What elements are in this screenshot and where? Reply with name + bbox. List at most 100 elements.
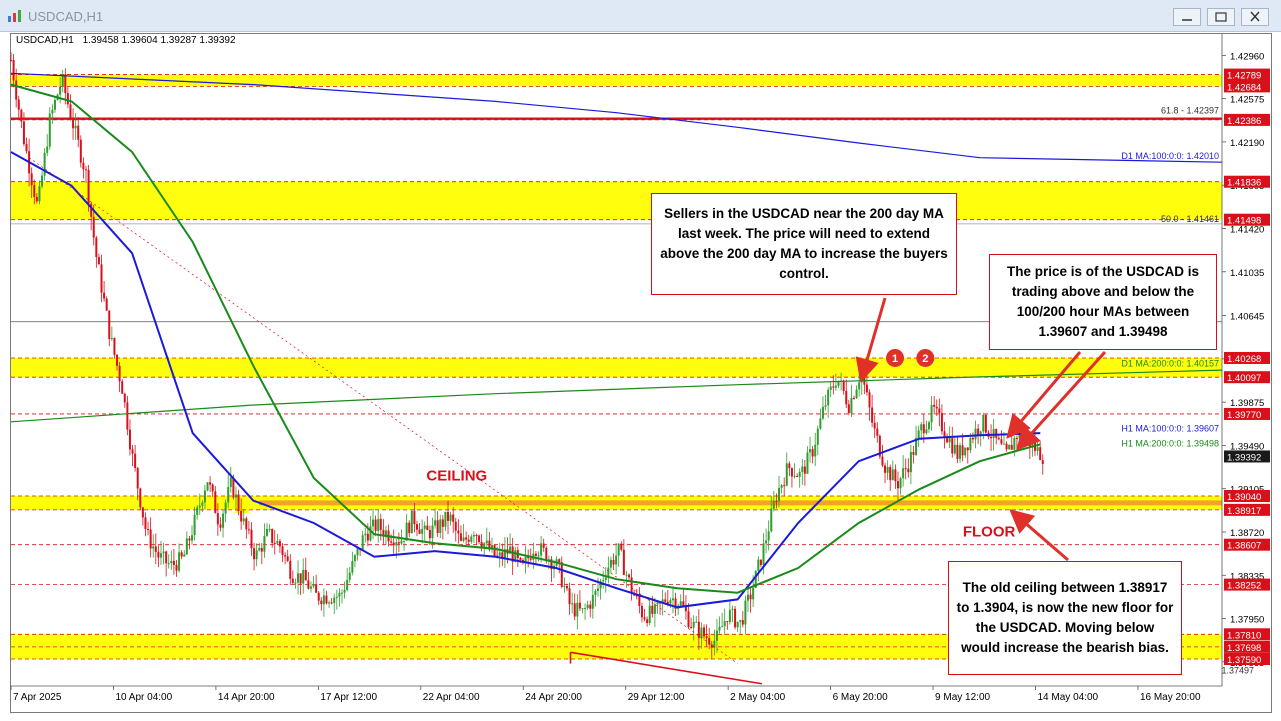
candle-body (167, 563, 170, 565)
candle-body (90, 203, 93, 217)
candle-body (15, 80, 18, 100)
candle-body (604, 577, 607, 581)
candle-body (87, 169, 90, 204)
chart-open: 1.39458 (82, 35, 119, 46)
h1-ma200-label: H1 MA:200:0:0: 1.39498 (1121, 439, 1219, 449)
candle-body (940, 413, 943, 432)
candle-body (61, 74, 64, 87)
candle-body (268, 528, 271, 530)
candle-body (82, 162, 85, 170)
candle-body (640, 605, 643, 618)
candle-body (400, 540, 403, 544)
candle-body (783, 485, 786, 487)
candle-body (806, 452, 809, 474)
candle-body (710, 644, 713, 648)
candle-body (242, 518, 245, 522)
price-tag-label: 1.39392 (1227, 452, 1261, 463)
fib-50-label: 50.0 - 1.41461 (1161, 214, 1219, 224)
callout-bottom: The old ceiling between 1.38917 to 1.390… (948, 561, 1182, 675)
candle-body (214, 491, 217, 514)
candle-body (304, 569, 307, 581)
candle-body (12, 60, 15, 81)
candle-body (364, 533, 367, 536)
candle-body (441, 519, 444, 527)
candle-body (428, 530, 431, 539)
candle-body (413, 510, 416, 525)
candle-body (793, 475, 796, 477)
candle-body (827, 389, 830, 406)
candle-body (690, 626, 693, 628)
price-axis-label: 1.42960 (1230, 51, 1264, 62)
candle-body (620, 543, 623, 550)
candle-body (803, 466, 806, 474)
candle-body (201, 502, 204, 506)
candle-body (971, 438, 974, 440)
candle-body (635, 595, 638, 597)
candle-body (708, 638, 711, 645)
candle-body (299, 573, 302, 584)
candle-body (346, 579, 349, 590)
candle-body (565, 586, 568, 589)
candle-body (485, 540, 488, 544)
candle-body (625, 574, 628, 576)
candle-body (615, 555, 618, 565)
time-axis-label: 24 Apr 20:00 (525, 692, 582, 703)
candle-body (64, 74, 67, 94)
close-button[interactable] (1241, 8, 1269, 26)
candle-body (211, 484, 214, 492)
price-axis-label: 1.42190 (1230, 138, 1264, 149)
candle-body (503, 549, 506, 559)
candle-body (612, 560, 615, 565)
candle-body (721, 626, 724, 628)
price-tag-label: 1.42386 (1227, 116, 1261, 127)
candle-body (669, 600, 672, 604)
candle-body (589, 604, 592, 609)
candle-body (956, 444, 959, 459)
candle-body (765, 540, 768, 544)
candle-body (529, 558, 532, 560)
candle-body (545, 547, 548, 562)
candle-body (377, 519, 380, 531)
candle-body (38, 186, 41, 202)
candle-body (410, 510, 413, 534)
candle-body (656, 602, 659, 605)
maximize-button[interactable] (1207, 8, 1235, 26)
chart-high: 1.39604 (121, 35, 158, 46)
candle-body (829, 386, 832, 390)
candle-body (175, 565, 178, 571)
channel-bottom-line (570, 651, 762, 685)
peak-marker-2-circle (916, 348, 935, 367)
candle-body (741, 620, 744, 625)
candle-body (188, 538, 191, 541)
candle-body (271, 528, 274, 543)
candle-body (558, 559, 561, 563)
candle-body (873, 422, 876, 429)
candle-body (927, 422, 930, 430)
candle-body (436, 520, 439, 533)
candle-body (509, 546, 512, 554)
candle-body (984, 414, 987, 433)
candle-body (891, 469, 894, 481)
chart-low: 1.39287 (160, 35, 197, 46)
candle-body (353, 555, 356, 562)
candle-body (431, 525, 434, 539)
candle-body (59, 86, 62, 95)
candle-body (878, 435, 881, 457)
candle-body (904, 468, 907, 470)
candle-body (74, 125, 77, 129)
candle-body (390, 541, 393, 543)
candle-body (842, 380, 845, 391)
candle-body (1005, 443, 1008, 450)
candle-body (731, 608, 734, 610)
candle-body (666, 601, 669, 604)
candle-body (113, 338, 116, 355)
candle-body (715, 630, 718, 641)
candle-body (785, 463, 788, 486)
candle-body (216, 513, 219, 525)
minimize-button[interactable] (1173, 8, 1201, 26)
candle-body (276, 541, 279, 544)
moving-average-d1-ma-200-0-0 (10, 369, 1223, 423)
candle-body (930, 404, 933, 423)
price-tag-label: 1.40268 (1227, 354, 1261, 365)
